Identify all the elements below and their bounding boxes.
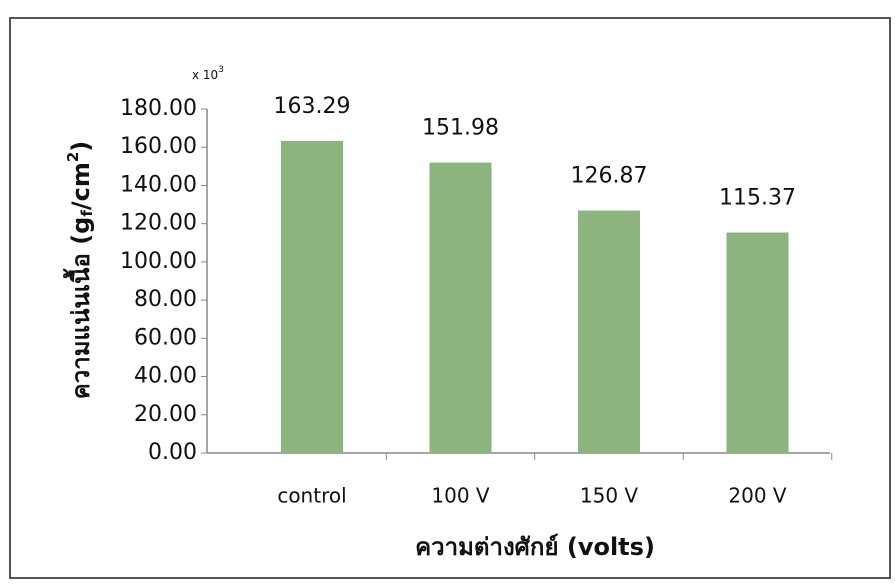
y-tick-label: 100.00	[120, 249, 197, 274]
y-axis-label: ความแน่นเนื้อ (gf/cm2)	[62, 141, 96, 400]
value-label: 163.29	[274, 94, 351, 119]
y-tick-label: 80.00	[134, 287, 197, 312]
value-label: 151.98	[422, 116, 499, 141]
y-tick-label: 120.00	[120, 211, 197, 236]
y-tick-label: 40.00	[134, 364, 197, 389]
bar	[429, 162, 492, 454]
bar	[726, 232, 789, 453]
x-tick-label: 200 V	[728, 484, 787, 508]
bar	[281, 140, 343, 453]
y-multiplier: x 103	[192, 65, 224, 82]
y-tick-label: 60.00	[134, 325, 197, 350]
y-tick-label: 180.00	[120, 96, 197, 121]
bar	[578, 210, 640, 453]
x-tick-label: control	[277, 484, 346, 508]
y-tick-label: 140.00	[120, 172, 197, 197]
x-axis-label: ความต่างศักย์ (volts)	[415, 533, 655, 561]
value-label: 115.37	[719, 186, 796, 211]
value-label: 126.87	[571, 164, 648, 189]
y-tick-label: 160.00	[120, 134, 197, 159]
y-tick-label: 20.00	[134, 402, 197, 427]
y-tick-label: 0.00	[148, 440, 197, 465]
x-tick-label: 100 V	[431, 484, 490, 508]
x-tick-label: 150 V	[580, 484, 639, 508]
